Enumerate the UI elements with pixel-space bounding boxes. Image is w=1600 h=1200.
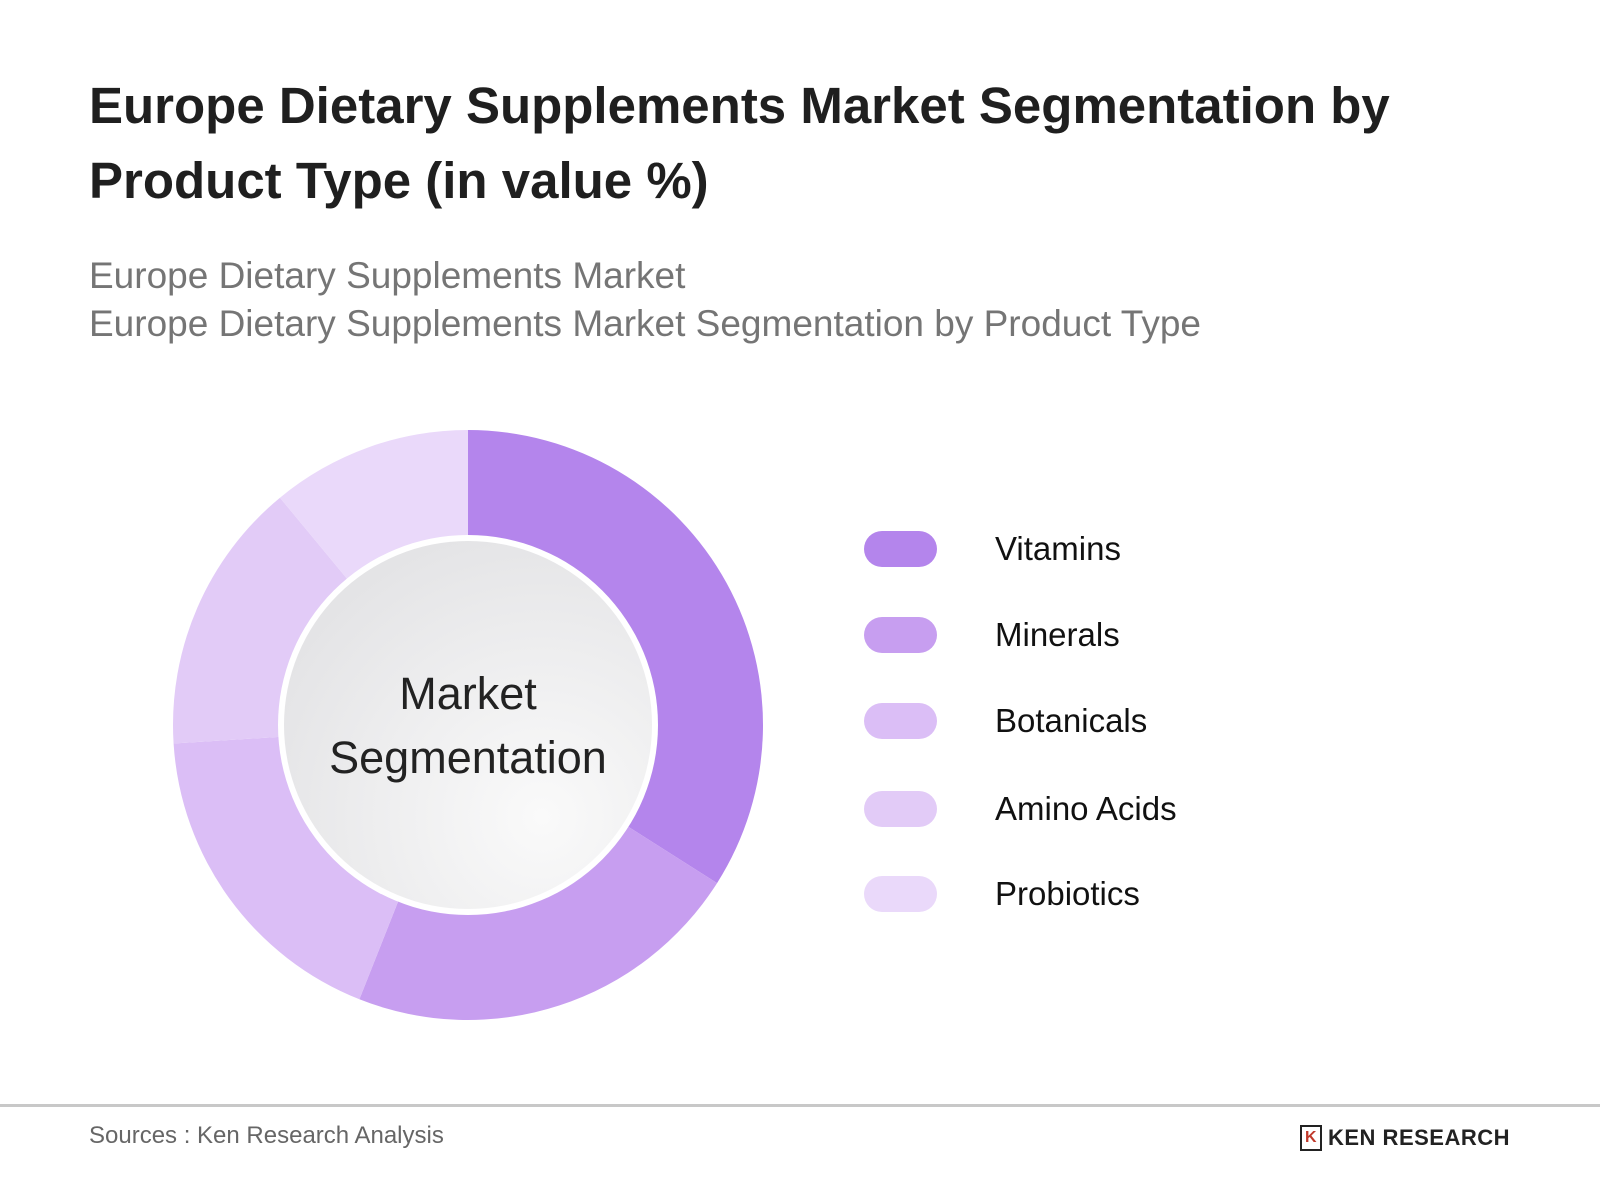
slice-minerals (359, 805, 718, 1020)
logo-k-icon: K (1300, 1125, 1322, 1151)
center-label-line-1: Market (399, 668, 537, 719)
center-label: Market Segmentation (288, 662, 648, 790)
legend-label: Minerals (995, 616, 1120, 653)
legend-item: Minerals (864, 616, 1120, 654)
center-label-line-2: Segmentation (329, 732, 607, 783)
footer-divider (0, 1104, 1600, 1107)
legend-swatch (864, 703, 937, 739)
legend-label: Amino Acids (995, 790, 1177, 827)
ken-research-logo: K KEN RESEARCH (1300, 1125, 1510, 1151)
legend-swatch (864, 531, 937, 567)
legend-swatch (864, 617, 937, 653)
legend-item: Vitamins (864, 530, 1121, 568)
slice-botanicals (173, 734, 413, 1000)
legend-swatch (864, 876, 937, 912)
chart-subtitle: Europe Dietary Supplements Market (89, 255, 686, 296)
legend-swatch (864, 791, 937, 827)
legend-label: Botanicals (995, 702, 1148, 739)
legend-label: Vitamins (995, 530, 1121, 567)
chart-title: Europe Dietary Supplements Market Segmen… (89, 77, 1390, 209)
legend-label: Probiotics (995, 875, 1140, 912)
chart-subtitle-2: Europe Dietary Supplements Market Segmen… (89, 303, 1201, 344)
legend-item: Botanicals (864, 702, 1147, 740)
legend-item: Amino Acids (864, 790, 1177, 828)
legend-item: Probiotics (864, 875, 1140, 913)
source-note: Sources : Ken Research Analysis (89, 1122, 444, 1149)
donut-hole (284, 541, 652, 909)
logo-text: KEN RESEARCH (1328, 1125, 1511, 1150)
